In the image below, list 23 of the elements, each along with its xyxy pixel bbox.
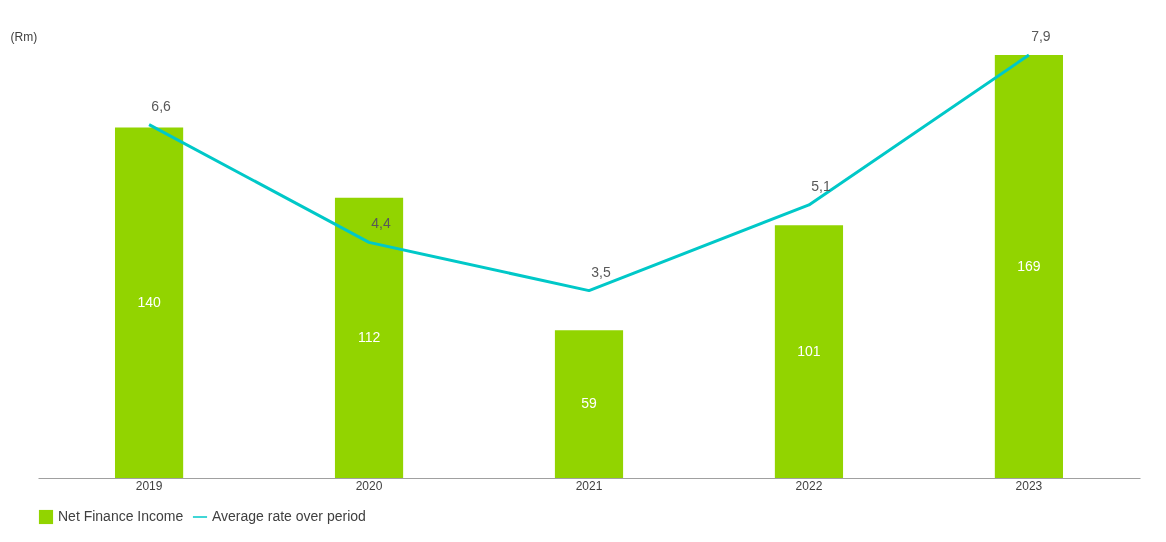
- data-label: 140: [137, 293, 161, 310]
- data-label: 5,1: [811, 177, 831, 194]
- bar: [554, 330, 624, 478]
- x-tick-label: 2023: [1015, 478, 1043, 493]
- legend-label: Net Finance Income: [58, 508, 184, 524]
- x-tick-label: 2021: [575, 478, 603, 493]
- y-axis-title: (Rm): [10, 29, 38, 44]
- bar: [334, 197, 404, 478]
- data-label: 3,5: [591, 263, 611, 280]
- data-label: 6,6: [151, 97, 172, 114]
- x-tick-label: 2019: [135, 478, 163, 493]
- bar: [114, 127, 184, 478]
- data-label: 7,9: [1031, 28, 1051, 44]
- data-label: 4,4: [371, 215, 391, 232]
- data-label: 59: [581, 395, 597, 412]
- data-label: 112: [357, 328, 381, 345]
- bar: [994, 55, 1064, 478]
- x-tick-label: 2020: [355, 478, 383, 493]
- data-label: 169: [1017, 257, 1041, 274]
- legend-label: Average rate over period: [212, 508, 366, 524]
- x-tick-label: 2022: [795, 478, 823, 493]
- data-label: 101: [797, 342, 821, 359]
- bar: [774, 225, 844, 478]
